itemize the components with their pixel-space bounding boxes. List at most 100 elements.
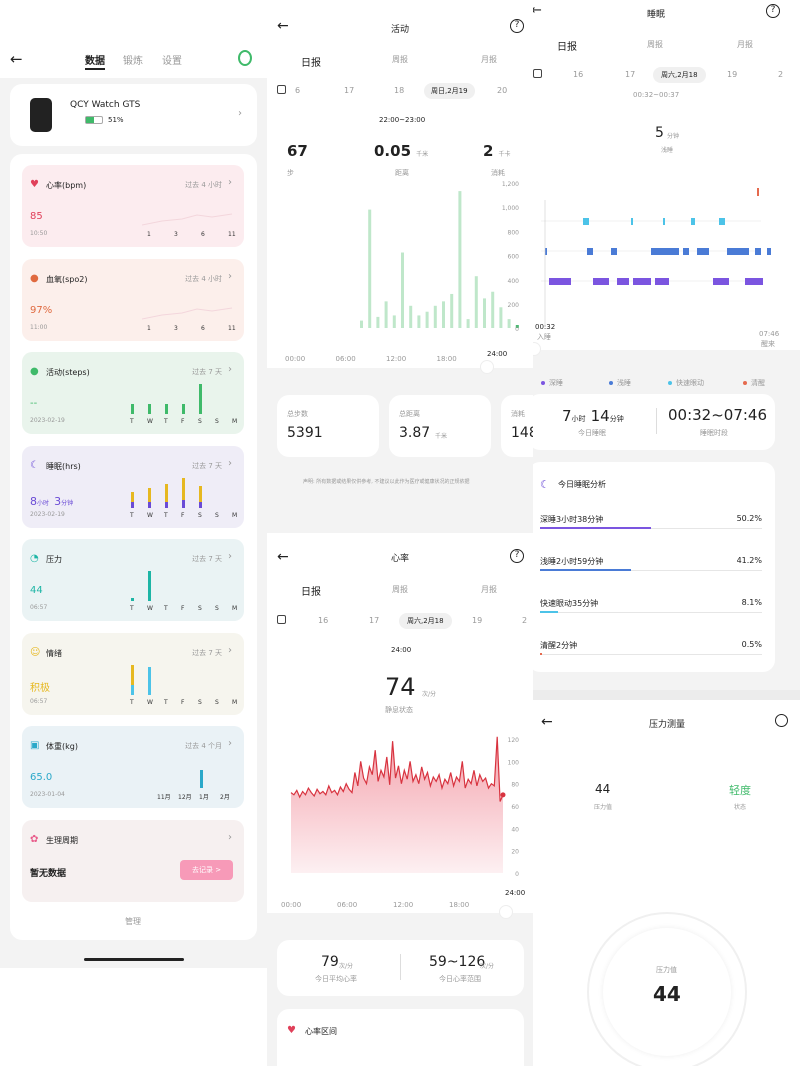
stage-label: 浅睡 [661, 147, 674, 154]
metric-value: 97% [30, 304, 53, 316]
x-tick: S [215, 698, 219, 706]
tab-daily[interactable]: 日报 [301, 58, 321, 69]
activity-bar-chart[interactable]: 1,200 1,000 800 600 400 200 0 00:00 06:00 12:00 18… [267, 176, 533, 366]
back-arrow-icon[interactable]: ← [533, 3, 542, 18]
scrubber-handle[interactable] [480, 360, 494, 374]
metric-card-steps[interactable]: ● 活动(steps) 过去 7 天 › -- 2023-02-19 T W T F S S M [22, 352, 244, 434]
day-item[interactable]: 2 [778, 70, 784, 79]
day-item[interactable]: 20 [497, 86, 508, 95]
history-icon[interactable] [775, 714, 788, 727]
tab-weekly[interactable]: 周报 [392, 585, 408, 594]
metric-card-heart[interactable]: ♥ 心率(bpm) 过去 4 小时 › 85 10:50 1 3 6 11 [22, 165, 244, 247]
tab-data[interactable]: 数据 [85, 56, 105, 67]
metric-card-period[interactable]: ✿ 生理周期 › 暂无数据 去记录 > [22, 819, 244, 902]
device-card[interactable]: QCY Watch GTS 51% › [10, 84, 257, 146]
analysis-label: 深睡3小时38分钟 [540, 515, 604, 524]
metric-card-weight[interactable]: ▣ 体重(kg) 过去 4 个月 › 65.0 2023-01-04 11月 12月 1月 2月 [22, 726, 244, 808]
day-item[interactable]: 2 [522, 616, 528, 625]
x-tick: F [181, 511, 185, 519]
stress-panel: ← 压力测量 44 压力值 轻度 状态 压力值 44 [533, 700, 800, 1066]
sleep-segment [611, 248, 617, 255]
sleep-stage-chart[interactable] [533, 160, 800, 330]
activity-bar [409, 305, 413, 328]
chart-bar [131, 598, 134, 601]
summary-label: 总距离 [399, 410, 420, 418]
x-tick: 12月 [178, 794, 192, 801]
legend-deep: 深睡 [549, 379, 563, 387]
chart-bar [199, 501, 202, 508]
x-tick: T [164, 605, 168, 612]
watch-status-icon[interactable] [238, 50, 252, 66]
help-icon[interactable]: ? [510, 549, 524, 563]
chart-bar [148, 404, 151, 414]
x-tick: W [147, 698, 153, 706]
day-item[interactable]: 16 [318, 616, 329, 625]
help-icon[interactable]: ? [766, 4, 780, 18]
metric-card-sleep[interactable]: ☾ 睡眠(hrs) 过去 7 天 › 8小时 3分钟 2023-02-19 T W T F S S M [22, 445, 244, 528]
legend-dot [541, 381, 545, 385]
metric-period: 过去 4 小时 [185, 181, 222, 189]
record-button[interactable]: 去记录 > [180, 859, 234, 880]
day-item[interactable]: 19 [472, 616, 483, 625]
smile-icon: ☺ [30, 646, 41, 658]
range-value: 59~126 [429, 954, 486, 970]
chart-bar [182, 499, 185, 508]
tab-monthly[interactable]: 月报 [481, 55, 497, 64]
day-item[interactable]: 17 [369, 616, 380, 625]
x-tick: 12:00 [393, 901, 413, 909]
day-item[interactable]: 16 [573, 70, 584, 79]
sleep-segment [719, 218, 725, 225]
day-item[interactable]: 6 [295, 86, 301, 95]
day-item[interactable]: 17 [625, 70, 636, 79]
metric-list: ♥ 心率(bpm) 过去 4 小时 › 85 10:50 1 3 6 11 ● 血氧(spo2) 过去 … [10, 154, 257, 940]
tab-monthly[interactable]: 月报 [481, 585, 497, 594]
metric-card-stress[interactable]: ◔ 压力 过去 7 天 › 44 06:57 T W T F S S M [22, 539, 244, 621]
activity-bar [483, 298, 486, 328]
day-selected[interactable]: 周六,2月18 [399, 613, 452, 629]
tab-monthly[interactable]: 月报 [737, 40, 753, 49]
tab-settings[interactable]: 设置 [162, 56, 182, 67]
day-item[interactable]: 19 [727, 70, 738, 79]
scrubber-handle[interactable] [499, 905, 513, 919]
back-arrow-icon[interactable]: ← [10, 50, 23, 68]
summary-calories: 消耗 148 [501, 395, 533, 457]
back-arrow-icon[interactable]: ← [541, 714, 553, 730]
calendar-icon[interactable] [533, 69, 542, 78]
calendar-icon[interactable] [277, 615, 286, 624]
chart-bar [131, 404, 134, 414]
gauge-icon: ◔ [30, 553, 39, 564]
x-tick: W [147, 511, 153, 519]
tab-weekly[interactable]: 周报 [392, 55, 408, 64]
sleep-segment [767, 248, 771, 255]
tab-daily[interactable]: 日报 [557, 42, 577, 53]
stat-unit: 千米 [416, 151, 429, 158]
chart-bar [165, 404, 168, 414]
day-selected[interactable]: 周日,2月19 [424, 83, 475, 99]
metric-card-spo2[interactable]: ● 血氧(spo2) 过去 4 小时 › 97% 11:00 1 3 6 11 [22, 258, 244, 341]
x-tick: 11 [228, 324, 236, 332]
sleep-segment [683, 248, 689, 255]
tab-workout[interactable]: 锻炼 [123, 56, 143, 67]
help-icon[interactable]: ? [510, 19, 524, 33]
day-item[interactable]: 18 [394, 86, 405, 95]
back-arrow-icon[interactable]: ← [277, 18, 289, 34]
metric-period: 过去 7 天 [192, 555, 222, 563]
back-arrow-icon[interactable]: ← [277, 549, 289, 565]
sleep-segment [651, 248, 679, 255]
calendar-icon[interactable] [277, 85, 286, 94]
heart-rate-line-chart[interactable]: 120 100 80 60 40 20 0 00:00 06:00 12:00 18:00 24:00 [267, 725, 533, 915]
tab-daily[interactable]: 日报 [301, 587, 321, 598]
x-tick: 24:00 [487, 350, 507, 358]
metric-card-mood[interactable]: ☺ 情绪 过去 7 天 › 积极 06:57 T W T F S S M [22, 632, 244, 715]
heart-zone-card: ♥ 心率区间 [277, 1009, 524, 1066]
manage-link[interactable]: 管理 [125, 917, 141, 926]
y-tick: 400 [508, 278, 520, 285]
chart-bar [165, 501, 168, 508]
y-tick: 40 [511, 826, 519, 833]
analysis-label: 浅睡2小时59分钟 [540, 557, 604, 566]
day-item[interactable]: 17 [344, 86, 355, 95]
tab-weekly[interactable]: 周报 [647, 40, 663, 49]
analysis-title: 今日睡眠分析 [558, 480, 606, 489]
tab-data-indicator [85, 68, 105, 70]
day-selected[interactable]: 周六,2月18 [653, 67, 706, 83]
